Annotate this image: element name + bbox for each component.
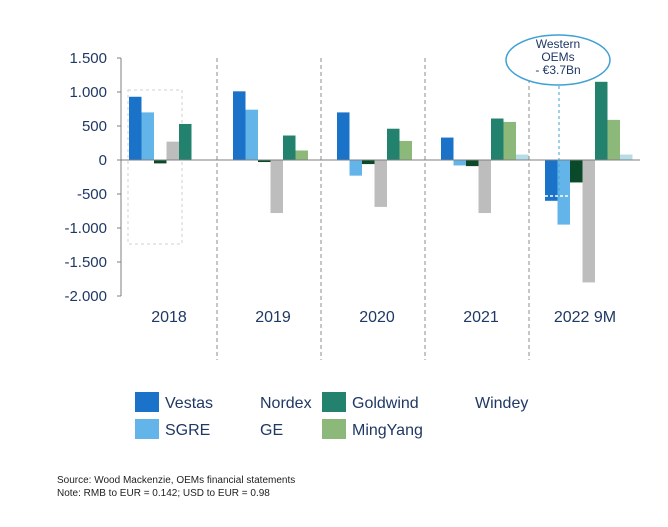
y-tick-label: -1.500 [64, 254, 107, 271]
y-tick-label: -2.000 [64, 288, 107, 305]
legend-label-mingyang: MingYang [352, 422, 423, 439]
bar-sgre-2021 [453, 160, 466, 166]
bar-goldwind-2019 [283, 135, 296, 160]
callout-text: OEMs [541, 50, 574, 64]
y-tick-label: -500 [77, 186, 107, 203]
legend-swatch-sgre [135, 419, 159, 439]
bar-ge-2019 [270, 160, 283, 214]
bar-vestas-2020 [337, 112, 350, 160]
y-tick-label: -1.000 [64, 220, 107, 237]
y-tick-label: 1.500 [69, 50, 107, 67]
bar-sgre-2018 [141, 112, 154, 160]
bar-vestas-2018 [129, 96, 142, 160]
callout-text: - €3.7Bn [535, 63, 580, 77]
bar-vestas-2022-9m [545, 160, 558, 201]
bar-goldwind-2020 [387, 128, 400, 160]
x-category-label: 2019 [255, 309, 291, 326]
bar-sgre-2020 [349, 160, 362, 176]
bar-mingyang-2020 [399, 140, 412, 160]
bar-nordex-2022-9m [570, 160, 583, 183]
bar-ge-2018 [166, 141, 179, 160]
bar-goldwind-2021 [491, 118, 504, 160]
legend-label-vestas: Vestas [165, 395, 213, 412]
legend-swatch-goldwind [322, 392, 346, 412]
y-tick-label: 500 [82, 118, 107, 135]
legend-label-nordex: Nordex [260, 395, 312, 412]
bar-sgre-2022-9m [557, 160, 570, 225]
source-note: Source: Wood Mackenzie, OEMs financial s… [57, 475, 296, 486]
callout-ellipse [505, 34, 611, 86]
legend-swatch-mingyang [322, 419, 346, 439]
bar-goldwind-2022-9m [595, 81, 608, 160]
bar-nordex-2020 [362, 160, 375, 165]
x-category-label: 2021 [463, 309, 499, 326]
legend-label-windey: Windey [475, 395, 528, 412]
bar-goldwind-2018 [179, 123, 192, 160]
bar-vestas-2019 [233, 91, 246, 160]
highlight-box-2018 [127, 89, 183, 245]
callout-text: Western [536, 37, 580, 51]
bar-nordex-2021 [466, 160, 479, 167]
bar-ge-2020 [374, 160, 387, 207]
legend-label-sgre: SGRE [165, 422, 210, 439]
y-tick-label: 0 [99, 152, 107, 169]
x-category-label: 2022 9M [554, 309, 616, 326]
bar-ge-2022-9m [582, 160, 595, 283]
x-category-label: 2020 [359, 309, 395, 326]
legend-label-ge: GE [260, 422, 283, 439]
bar-ge-2021 [478, 160, 491, 214]
bar-windey-2021 [516, 154, 529, 160]
legend-label-goldwind: Goldwind [352, 395, 419, 412]
bar-vestas-2021 [441, 137, 454, 160]
conversion-note: Note: RMB to EUR = 0.142; USD to EUR = 0… [57, 488, 270, 499]
y-tick-label: 1.000 [69, 84, 107, 101]
bar-mingyang-2021 [503, 121, 516, 160]
bar-mingyang-2022-9m [607, 119, 620, 160]
bar-mingyang-2019 [295, 150, 308, 160]
legend-swatch-vestas [135, 392, 159, 412]
bar-windey-2022-9m [620, 154, 633, 160]
bar-nordex-2018 [154, 160, 167, 164]
bar-sgre-2019 [245, 109, 258, 160]
bar-nordex-2019 [258, 160, 271, 163]
x-category-label: 2018 [151, 309, 187, 326]
